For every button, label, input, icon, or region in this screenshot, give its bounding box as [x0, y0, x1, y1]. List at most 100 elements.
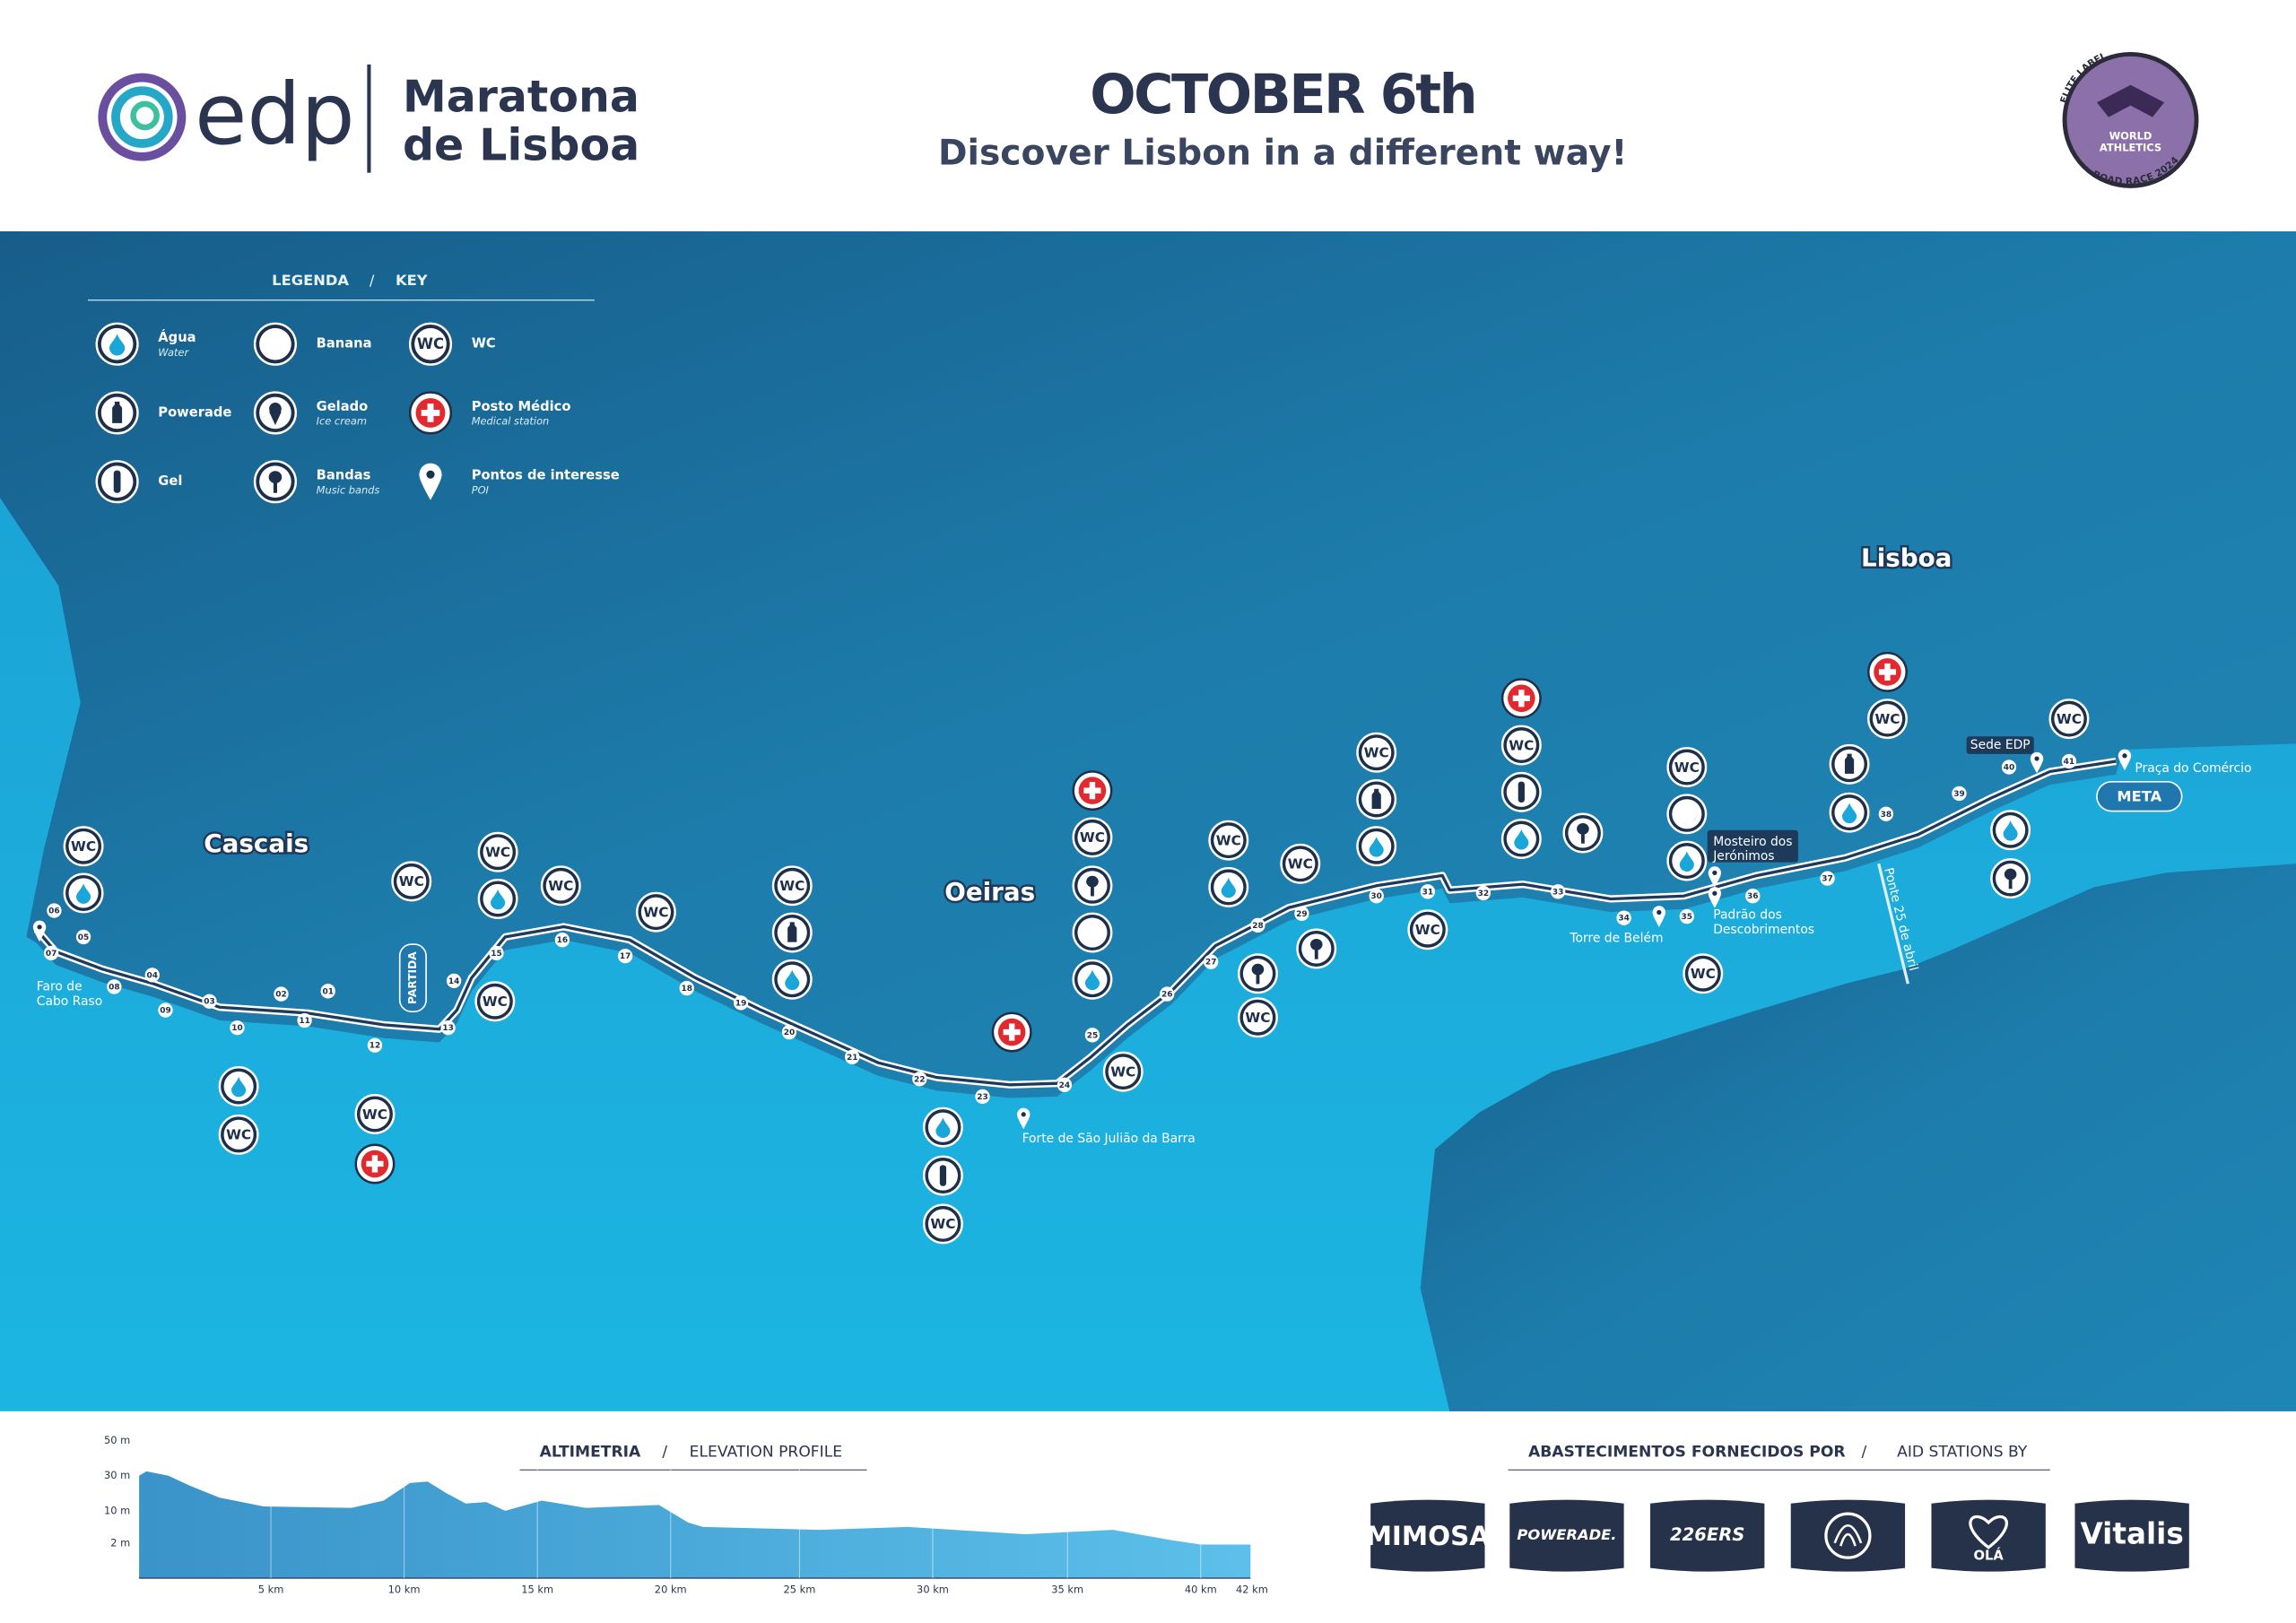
km-label: 22 — [914, 1075, 925, 1084]
icon-banana — [1666, 794, 1708, 835]
icon-core — [1672, 799, 1702, 829]
wc-text: WC — [1216, 832, 1241, 848]
wc-text: WC — [2057, 711, 2082, 727]
km-label: 03 — [204, 998, 214, 1007]
km-marker — [845, 1049, 860, 1064]
wc-text: WC — [399, 873, 424, 890]
icon-wc: WC — [391, 861, 432, 902]
km-marker — [367, 1037, 383, 1053]
km-marker — [1057, 1077, 1073, 1092]
mic-handle — [1314, 948, 1318, 959]
poi-label: Jerónimos — [1712, 849, 1774, 864]
icon-poi — [1708, 866, 1722, 888]
legend-label: Gelado — [317, 399, 369, 414]
km-marker — [2061, 753, 2077, 769]
wc-text: WC — [1364, 745, 1389, 761]
gel — [1518, 781, 1525, 803]
km-marker — [1616, 910, 1631, 925]
icon-core — [259, 327, 291, 360]
route-core — [35, 759, 2117, 1087]
km-label: 32 — [1478, 890, 1489, 898]
wc-text: WC — [1509, 737, 1534, 753]
poi-label: Torre de Belém — [1569, 932, 1663, 946]
km-marker — [230, 1020, 245, 1036]
icon-poi — [1652, 906, 1665, 927]
logo-ring — [130, 100, 160, 131]
icon-core — [1413, 915, 1443, 945]
elevation-y-label: 50 m — [104, 1434, 130, 1446]
wc-text: WC — [226, 1127, 251, 1143]
icon-bands — [253, 460, 298, 504]
icon-core — [1872, 704, 1903, 734]
elevation-x-label: 10 km — [388, 1584, 421, 1596]
poi-pin — [1708, 866, 1722, 888]
gel — [939, 1165, 947, 1186]
icon-powerade — [95, 391, 139, 435]
km-label: 31 — [1422, 888, 1433, 897]
km-marker — [1204, 954, 1219, 969]
legend-label: Pontos de interesse — [472, 468, 620, 483]
badge-emblem — [2096, 84, 2165, 117]
km-marker — [1475, 885, 1492, 901]
icon-core — [68, 831, 99, 862]
wc-text: WC — [1288, 856, 1313, 872]
km-label: 38 — [1881, 811, 1892, 820]
legend-title: KEY — [396, 272, 428, 289]
poi-pin — [1708, 887, 1722, 908]
sponsor-logo: POWERADE. — [1517, 1526, 1616, 1543]
wc-text: WC — [930, 1216, 955, 1232]
elevation-x-label: 35 km — [1051, 1584, 1083, 1596]
km-marker — [1745, 889, 1761, 904]
km-label: 20 — [784, 1028, 795, 1037]
icon-wc: WC — [922, 1203, 963, 1245]
sponsor-emblem — [1833, 1524, 1863, 1547]
icon-wc: WC — [1238, 997, 1278, 1038]
wc-text: WC — [71, 838, 96, 855]
icon-powerade — [771, 912, 813, 953]
poi-dot — [2034, 756, 2039, 761]
brand: edp — [195, 65, 354, 164]
start-box — [398, 943, 427, 1013]
km-label: 25 — [1087, 1031, 1098, 1040]
icon-wc: WC — [477, 831, 518, 872]
land-south — [1420, 864, 2296, 1411]
icon-water — [218, 1066, 259, 1107]
sponsor-box — [1650, 1499, 1765, 1572]
finish-label: META — [2117, 788, 2161, 805]
km-label: 07 — [46, 950, 57, 959]
sponsor-box — [1370, 1499, 1485, 1572]
icon-core — [1688, 959, 1718, 989]
km-label: 37 — [1822, 875, 1832, 884]
icon-water — [1500, 819, 1542, 859]
km-label: 27 — [1205, 959, 1216, 968]
poi-label: Padrão dos — [1713, 907, 1782, 922]
event-name: de Lisboa — [403, 119, 639, 170]
cone — [269, 412, 282, 426]
cross — [366, 1155, 384, 1173]
drop — [1841, 803, 1857, 824]
badge — [2062, 51, 2199, 188]
sponsor-box — [1790, 1499, 1906, 1572]
km-marker — [1679, 908, 1694, 924]
icon-core — [483, 837, 513, 867]
km-label: 13 — [442, 1024, 453, 1033]
elevation-title: ALTIMETRIA — [540, 1444, 641, 1462]
icon-wc: WC — [474, 981, 516, 1022]
km-marker — [107, 979, 122, 994]
icon-wc: WC — [635, 891, 676, 933]
km-marker — [1952, 785, 1967, 802]
icon-gel — [922, 1155, 963, 1196]
km-marker — [297, 1012, 312, 1028]
drop — [1221, 877, 1236, 898]
icon-core — [360, 1098, 390, 1130]
km-label: 01 — [322, 987, 333, 996]
icon-gel — [95, 460, 139, 504]
legend-sublabel: POI — [472, 483, 490, 496]
km-label: 19 — [735, 999, 746, 1008]
sponsors-title: ABASTECIMENTOS FORNECIDOS POR — [1528, 1444, 1846, 1462]
icon-core — [1242, 1002, 1274, 1033]
mic-handle — [1256, 973, 1260, 985]
poi-pin — [2118, 749, 2132, 771]
km-marker — [440, 1020, 456, 1036]
bottle — [1844, 753, 1855, 774]
